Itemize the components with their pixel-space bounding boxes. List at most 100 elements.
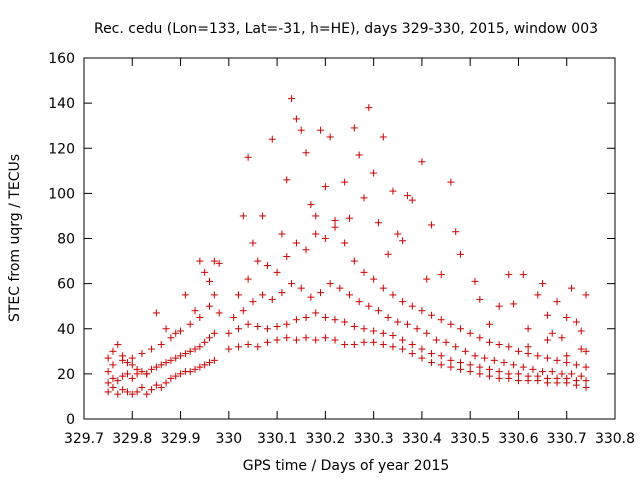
data-point [568, 284, 576, 292]
data-point [346, 291, 353, 299]
data-point [437, 361, 445, 369]
data-point [186, 368, 194, 376]
y-tick-label: 100 [48, 186, 75, 202]
data-point [534, 372, 542, 380]
data-point [374, 307, 382, 315]
data-point [143, 390, 151, 398]
data-point [476, 363, 484, 371]
data-point [302, 246, 310, 254]
data-point [283, 176, 291, 184]
data-point [273, 268, 281, 276]
data-point [172, 372, 180, 380]
data-point [447, 356, 455, 364]
data-point [384, 250, 392, 258]
data-point [249, 298, 257, 306]
data-point [572, 377, 580, 385]
data-point [355, 298, 363, 306]
y-tick-label: 0 [66, 412, 75, 428]
data-point [350, 322, 358, 330]
data-point [321, 183, 329, 191]
y-axis-label: STEC from uqrg / TECUs [7, 154, 23, 322]
data-point [408, 196, 416, 204]
data-point [123, 370, 131, 378]
data-point [172, 329, 180, 337]
data-point [162, 359, 170, 367]
x-tick-label: 329.7 [64, 431, 104, 447]
data-point [379, 284, 387, 292]
data-point [389, 343, 397, 351]
data-point [428, 359, 436, 367]
data-point [505, 370, 513, 378]
data-point [292, 336, 300, 344]
data-point [109, 374, 117, 382]
data-point [582, 347, 590, 355]
data-point [534, 291, 542, 299]
data-point [505, 271, 513, 279]
data-point [210, 356, 218, 364]
data-point [399, 345, 407, 353]
data-point [123, 359, 131, 367]
data-point [167, 374, 175, 382]
data-point [568, 370, 576, 378]
data-point [326, 280, 334, 288]
data-point [476, 334, 484, 342]
data-point [437, 316, 445, 324]
data-point [278, 230, 286, 238]
x-axis-label: GPS time / Days of year 2015 [243, 458, 450, 474]
data-point [157, 361, 165, 369]
data-point [577, 372, 585, 380]
data-point [201, 268, 209, 276]
data-point [582, 291, 590, 299]
data-point [239, 307, 247, 315]
data-point [418, 354, 426, 362]
data-point [292, 316, 300, 324]
data-point [302, 334, 310, 342]
data-point [408, 302, 416, 310]
data-point [321, 235, 329, 242]
data-point [543, 354, 551, 362]
data-point [331, 223, 339, 231]
data-point [109, 361, 117, 369]
data-point [399, 336, 407, 344]
x-tick-label: 330.8 [595, 431, 635, 447]
data-point [177, 352, 185, 360]
data-point [428, 350, 436, 358]
data-point [408, 350, 416, 358]
data-point [548, 329, 556, 337]
data-points [104, 95, 590, 398]
data-point [206, 302, 214, 310]
data-point [563, 313, 571, 321]
data-point [336, 284, 344, 292]
data-point [312, 230, 320, 238]
data-point [326, 133, 334, 141]
x-tick-label: 329.8 [112, 431, 152, 447]
data-point [558, 334, 566, 342]
data-point [138, 350, 146, 358]
data-point [259, 212, 267, 220]
data-point [572, 318, 580, 326]
data-point [152, 381, 160, 389]
data-point [152, 363, 160, 371]
data-point [370, 327, 378, 335]
data-point [350, 257, 358, 265]
data-point [413, 325, 421, 333]
data-point [423, 329, 431, 337]
data-point [495, 302, 503, 310]
data-point [341, 178, 349, 186]
y-tick-label: 60 [57, 277, 75, 293]
data-point [495, 368, 503, 376]
data-point [210, 257, 218, 265]
data-point [399, 237, 407, 245]
data-point [206, 277, 214, 285]
data-point [312, 309, 320, 317]
data-point [128, 374, 136, 382]
data-point [485, 372, 493, 380]
data-point [177, 370, 185, 378]
data-point [244, 341, 252, 349]
data-point [283, 253, 291, 261]
data-point [186, 347, 194, 355]
data-point [331, 316, 339, 324]
x-tick-label: 329.9 [160, 431, 200, 447]
data-point [428, 221, 436, 229]
data-point [370, 275, 378, 283]
